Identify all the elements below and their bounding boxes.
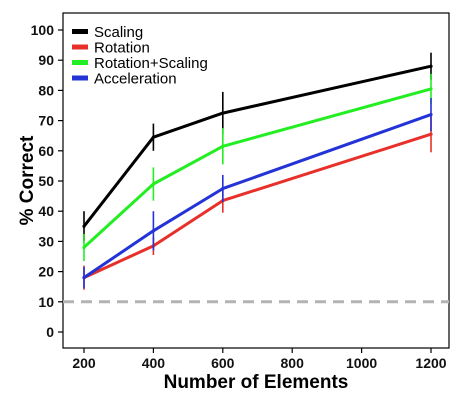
data-point	[82, 224, 86, 228]
legend-swatch	[72, 75, 88, 81]
y-tick-label: 50	[38, 173, 54, 189]
series-line	[83, 132, 432, 279]
x-tick-label: 800	[281, 355, 305, 371]
legend: ScalingRotationRotation+ScalingAccelerat…	[72, 24, 208, 88]
y-tick-label: 0	[46, 324, 54, 340]
y-tick-label: 100	[31, 22, 55, 38]
data-point	[429, 87, 433, 91]
data-point	[151, 182, 155, 186]
legend-label: Acceleration	[94, 71, 177, 88]
series-layer	[82, 52, 433, 290]
y-tick-label: 70	[38, 113, 54, 129]
legend-label: Scaling	[94, 24, 143, 41]
x-tick-label: 1200	[415, 355, 446, 371]
series-line	[83, 113, 432, 279]
y-tick-label: 80	[38, 82, 54, 98]
legend-swatch	[72, 29, 88, 34]
x-tick-label: 200	[72, 355, 96, 371]
axes: 0 10 20 30 40 50 60 70 80 90 100 200 400 600 800 1000 12…	[31, 12, 450, 371]
data-point	[151, 229, 155, 233]
y-axis-title: % Correct	[17, 135, 38, 225]
y-tick-label: 20	[38, 264, 54, 280]
y-tick-label: 90	[38, 52, 54, 68]
y-tick-label: 40	[38, 203, 54, 219]
data-point	[429, 132, 433, 136]
series-group	[82, 97, 433, 289]
data-point	[221, 186, 225, 191]
series-group	[82, 73, 433, 262]
y-tick-label: 30	[38, 233, 54, 249]
series-line	[82, 87, 432, 249]
y-tick-label: 60	[38, 143, 54, 159]
x-axis-title: Number of Elements	[164, 372, 349, 393]
data-point	[221, 111, 225, 115]
data-point	[429, 64, 433, 68]
legend-swatch	[72, 60, 88, 65]
legend-label: Rotation+Scaling	[94, 55, 208, 72]
data-point	[82, 245, 86, 250]
legend-swatch	[72, 44, 88, 50]
y-tick-label: 10	[38, 294, 54, 310]
data-point	[221, 144, 225, 148]
data-point	[429, 112, 433, 117]
data-point	[151, 135, 155, 139]
data-point	[82, 276, 86, 280]
legend-label: Rotation	[94, 40, 150, 57]
x-tick-label: 600	[211, 355, 235, 371]
series-line	[82, 64, 432, 228]
x-tick-label: 1000	[346, 355, 377, 371]
x-tick-label: 400	[142, 355, 166, 371]
